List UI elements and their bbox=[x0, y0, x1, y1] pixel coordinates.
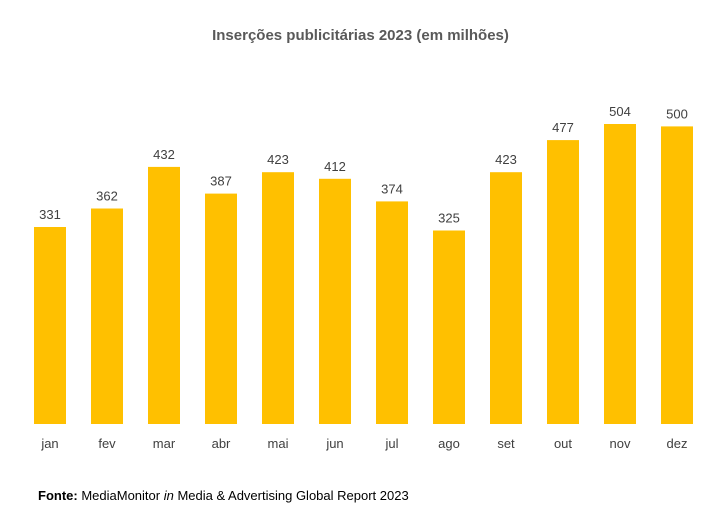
tick-label-mai: mai bbox=[268, 436, 289, 451]
tick-label-jul: jul bbox=[384, 436, 398, 451]
tick-label-out: out bbox=[554, 436, 572, 451]
tick-label-mar: mar bbox=[153, 436, 176, 451]
bar-fev bbox=[91, 208, 123, 424]
tick-label-abr: abr bbox=[212, 436, 231, 451]
tick-label-jan: jan bbox=[40, 436, 58, 451]
bar-mai bbox=[262, 172, 294, 424]
bar-jun bbox=[319, 178, 351, 424]
bar-jul bbox=[376, 201, 408, 424]
data-label-mar: 432 bbox=[153, 147, 175, 162]
tick-label-jun: jun bbox=[325, 436, 343, 451]
tick-label-set: set bbox=[497, 436, 515, 451]
chart-title: Inserções publicitárias 2023 (em milhões… bbox=[212, 27, 509, 44]
data-label-out: 477 bbox=[552, 120, 574, 135]
data-label-abr: 387 bbox=[210, 174, 232, 189]
bar-jan bbox=[34, 227, 66, 424]
source-in: in bbox=[163, 488, 174, 503]
data-label-jan: 331 bbox=[39, 207, 61, 222]
tick-label-dez: dez bbox=[667, 436, 688, 451]
bar-mar bbox=[148, 166, 180, 424]
bar-out bbox=[547, 140, 579, 424]
tick-label-fev: fev bbox=[98, 436, 116, 451]
source-main: MediaMonitor bbox=[77, 488, 164, 503]
bar-abr bbox=[205, 193, 237, 424]
source-prefix: Fonte: bbox=[38, 488, 78, 503]
data-label-set: 423 bbox=[495, 152, 517, 167]
data-label-nov: 504 bbox=[609, 104, 631, 119]
tick-label-ago: ago bbox=[438, 436, 460, 451]
bar-set bbox=[490, 172, 522, 424]
source-rest: Media & Advertising Global Report 2023 bbox=[173, 488, 409, 503]
data-label-jun: 412 bbox=[324, 159, 346, 174]
data-label-fev: 362 bbox=[96, 189, 118, 204]
bar-dez bbox=[661, 126, 693, 425]
source-note: Fonte: MediaMonitor in Media & Advertisi… bbox=[38, 488, 409, 503]
data-label-ago: 325 bbox=[438, 211, 460, 226]
tick-label-nov: nov bbox=[610, 436, 631, 451]
data-label-jul: 374 bbox=[381, 181, 403, 196]
bar-nov bbox=[604, 124, 636, 424]
bar-ago bbox=[433, 230, 465, 424]
data-label-mai: 423 bbox=[267, 152, 289, 167]
data-label-dez: 500 bbox=[666, 106, 688, 121]
